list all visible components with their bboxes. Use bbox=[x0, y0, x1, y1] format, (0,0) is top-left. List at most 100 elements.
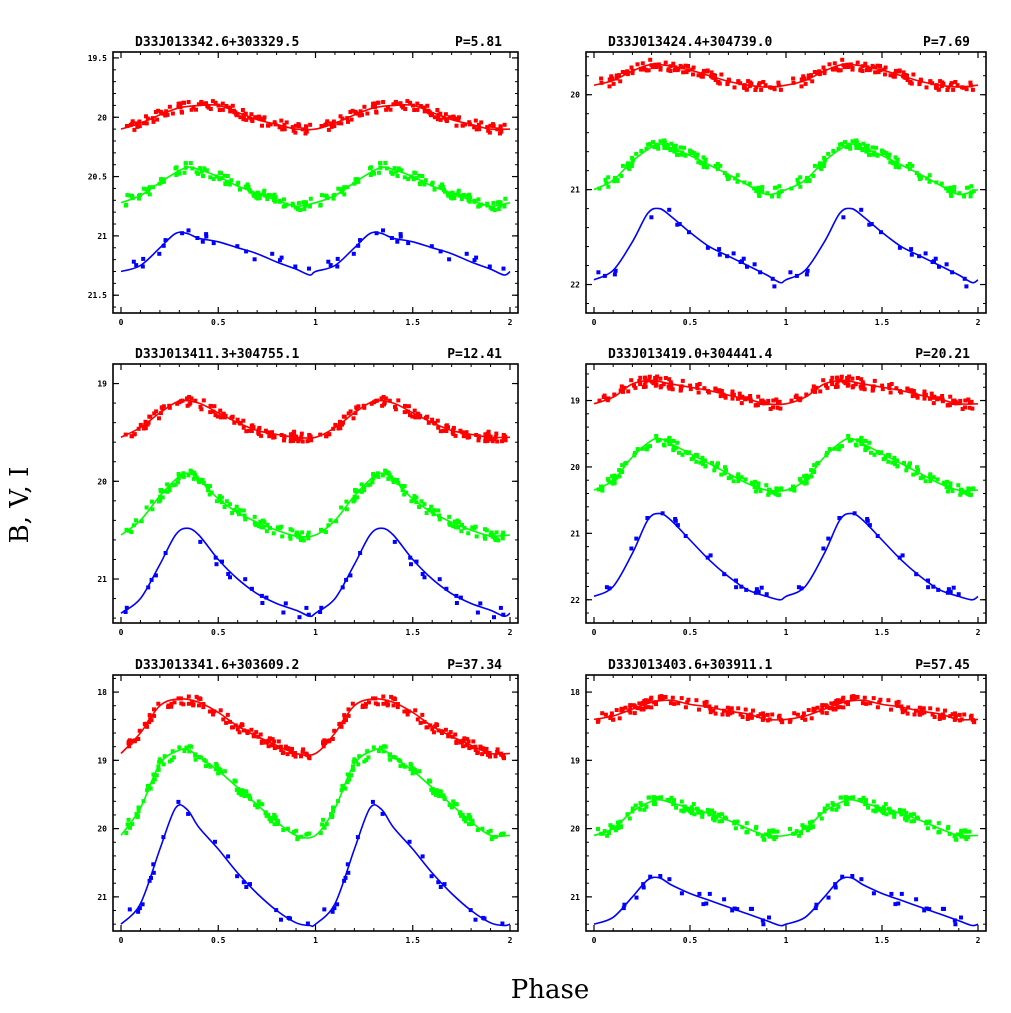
obs-point-V bbox=[351, 767, 356, 772]
obs-point-B bbox=[429, 874, 434, 879]
obs-point-V bbox=[388, 757, 393, 762]
obs-point-B bbox=[645, 516, 650, 520]
obs-point-I bbox=[830, 382, 835, 387]
y-tick-label: 21 bbox=[97, 575, 107, 584]
obs-point-I bbox=[799, 84, 804, 89]
obs-point-I bbox=[488, 123, 493, 128]
obs-point-V bbox=[804, 477, 808, 482]
obs-point-V bbox=[662, 146, 667, 150]
obs-point-I bbox=[621, 389, 625, 394]
obs-point-V bbox=[801, 825, 806, 830]
obs-point-I bbox=[892, 71, 897, 76]
obs-point-V bbox=[694, 459, 699, 464]
obs-point-V bbox=[147, 185, 152, 190]
obs-point-V bbox=[644, 804, 649, 809]
obs-point-I bbox=[809, 73, 813, 78]
obs-point-V bbox=[365, 749, 370, 754]
obs-point-B bbox=[675, 523, 680, 528]
obs-point-I bbox=[648, 57, 653, 62]
obs-point-I bbox=[396, 398, 401, 403]
obs-point-V bbox=[658, 139, 663, 144]
obs-point-V bbox=[754, 489, 758, 494]
obs-point-I bbox=[385, 703, 390, 708]
obs-point-V bbox=[483, 536, 487, 541]
obs-point-I bbox=[350, 701, 355, 706]
obs-point-I bbox=[810, 79, 815, 84]
obs-point-V bbox=[189, 744, 194, 749]
obs-point-V bbox=[383, 468, 388, 473]
obs-point-I bbox=[841, 705, 846, 710]
obs-point-V bbox=[809, 468, 814, 473]
obs-point-I bbox=[970, 87, 975, 92]
obs-point-V bbox=[802, 474, 807, 479]
obs-point-I bbox=[608, 716, 613, 720]
obs-point-I bbox=[275, 745, 280, 750]
obs-point-I bbox=[391, 703, 396, 708]
obs-point-I bbox=[908, 80, 913, 85]
obs-point-V bbox=[368, 482, 373, 487]
obs-point-V bbox=[252, 514, 257, 519]
obs-point-V bbox=[235, 509, 240, 514]
obs-point-I bbox=[736, 80, 741, 85]
obs-point-I bbox=[742, 85, 746, 90]
obs-point-V bbox=[201, 174, 205, 178]
obs-point-V bbox=[498, 201, 503, 206]
obs-point-B bbox=[330, 909, 335, 914]
obs-point-B bbox=[358, 551, 363, 555]
obs-point-B bbox=[374, 231, 379, 236]
obs-point-I bbox=[486, 752, 490, 757]
obs-point-I bbox=[642, 67, 647, 72]
obs-point-V bbox=[692, 812, 697, 817]
obs-point-V bbox=[177, 171, 182, 176]
obs-point-B bbox=[235, 874, 240, 879]
obs-point-V bbox=[414, 500, 419, 505]
obs-point-I bbox=[814, 70, 819, 75]
obs-point-I bbox=[143, 423, 148, 427]
obs-point-B bbox=[914, 897, 919, 902]
obs-point-I bbox=[827, 62, 832, 67]
obs-point-V bbox=[934, 180, 939, 185]
obs-point-I bbox=[824, 711, 829, 716]
obs-point-I bbox=[827, 706, 832, 710]
obs-point-I bbox=[817, 69, 822, 74]
obs-point-V bbox=[742, 180, 747, 185]
x-tick-label: 2 bbox=[508, 318, 513, 327]
obs-point-V bbox=[256, 524, 261, 529]
obs-point-V bbox=[150, 507, 155, 512]
obs-point-V bbox=[677, 450, 681, 455]
obs-point-I bbox=[362, 104, 367, 109]
obs-point-I bbox=[821, 65, 826, 70]
obs-point-I bbox=[483, 434, 488, 439]
obs-point-I bbox=[607, 84, 612, 89]
obs-point-V bbox=[893, 462, 898, 467]
obs-point-B bbox=[821, 546, 826, 551]
obs-point-V bbox=[214, 174, 219, 179]
obs-point-V bbox=[442, 189, 447, 194]
obs-point-I bbox=[850, 376, 855, 381]
obs-point-I bbox=[643, 384, 648, 389]
obs-point-B bbox=[343, 875, 348, 880]
obs-point-I bbox=[940, 399, 945, 404]
obs-point-I bbox=[810, 388, 815, 393]
obs-point-I bbox=[632, 383, 636, 388]
obs-point-B bbox=[398, 232, 403, 237]
obs-point-V bbox=[345, 780, 350, 785]
obs-point-I bbox=[237, 730, 242, 735]
obs-point-I bbox=[700, 71, 705, 76]
obs-point-V bbox=[451, 193, 456, 198]
obs-point-I bbox=[630, 71, 635, 76]
obs-point-I bbox=[145, 116, 150, 121]
obs-point-V bbox=[323, 530, 328, 534]
obs-point-V bbox=[696, 810, 701, 815]
obs-point-I bbox=[840, 57, 845, 62]
obs-point-V bbox=[963, 828, 968, 833]
obs-point-V bbox=[779, 189, 784, 194]
obs-point-I bbox=[321, 741, 325, 746]
obs-point-V bbox=[776, 191, 781, 196]
obs-point-I bbox=[928, 80, 933, 85]
obs-point-V bbox=[452, 196, 457, 201]
obs-point-B bbox=[278, 258, 282, 263]
obs-point-V bbox=[409, 763, 414, 768]
obs-point-B bbox=[604, 585, 609, 590]
obs-point-V bbox=[952, 834, 957, 839]
